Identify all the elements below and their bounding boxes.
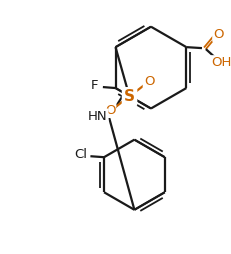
Text: HN: HN <box>87 110 107 123</box>
Text: O: O <box>143 75 154 88</box>
Text: Cl: Cl <box>74 148 87 161</box>
Text: O: O <box>212 28 223 41</box>
Text: F: F <box>90 79 97 92</box>
Text: O: O <box>104 104 115 117</box>
Text: OH: OH <box>210 56 231 69</box>
Text: S: S <box>124 89 134 104</box>
